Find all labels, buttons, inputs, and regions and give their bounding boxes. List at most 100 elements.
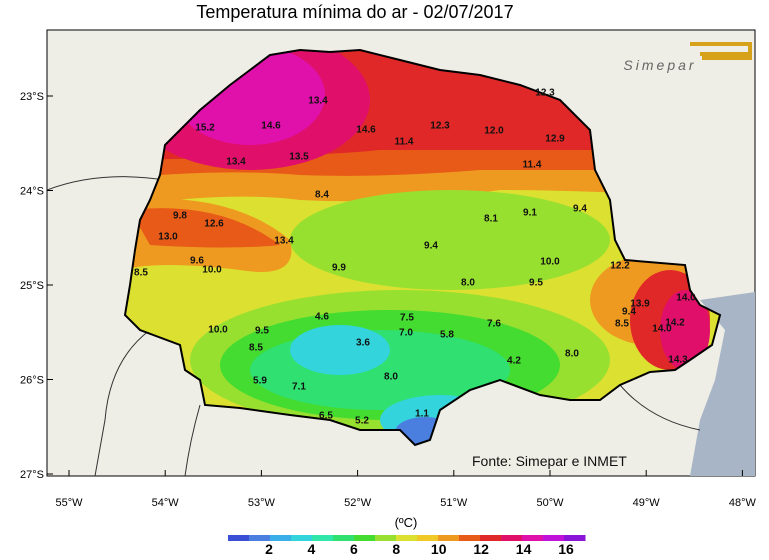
station-value: 13.4 <box>308 96 328 107</box>
station-value: 14.0 <box>676 293 696 304</box>
station-value: 9.5 <box>255 326 269 337</box>
colorbar-swatch <box>396 535 418 541</box>
station-value: 1.1 <box>415 409 429 420</box>
station-value: 3.6 <box>356 338 370 349</box>
colorbar-swatch <box>228 535 250 541</box>
colorbar-swatch <box>564 535 586 541</box>
lat-label: 26°S <box>20 375 44 387</box>
station-value: 12.3 <box>430 121 450 132</box>
colorbar-swatch <box>417 535 439 541</box>
lon-label: 55°W <box>55 497 83 509</box>
station-value: 8.0 <box>384 372 398 383</box>
colorbar-swatch <box>270 535 292 541</box>
colorbar-tick-label: 4 <box>308 541 316 555</box>
station-value: 9.4 <box>622 307 636 318</box>
colorbar-swatch <box>522 535 544 541</box>
station-value: 9.8 <box>173 211 187 222</box>
station-value: 13.4 <box>226 157 246 168</box>
station-value: 13.9 <box>630 299 650 310</box>
station-value: 9.6 <box>190 256 204 267</box>
station-value: 10.0 <box>202 265 222 276</box>
station-value: 12.6 <box>204 219 224 230</box>
station-value: 5.9 <box>253 376 267 387</box>
station-value: 7.1 <box>292 382 306 393</box>
station-value: 9.1 <box>523 208 537 219</box>
colorbar-swatch <box>438 535 460 541</box>
station-value: 14.6 <box>261 121 281 132</box>
logo: Simepar <box>623 42 752 73</box>
station-value: 12.9 <box>545 134 565 145</box>
station-value: 8.4 <box>315 190 329 201</box>
colorbar-swatch <box>459 535 481 541</box>
station-value: 8.5 <box>134 268 148 279</box>
colorbar-swatch <box>543 535 565 541</box>
station-value: 8.5 <box>615 319 629 330</box>
borders <box>47 176 701 476</box>
station-value: 14.6 <box>356 125 376 136</box>
station-value: 7.6 <box>487 319 501 330</box>
state-outline <box>123 48 722 447</box>
colorbar-tick-label: 14 <box>516 541 532 555</box>
station-value: 13.5 <box>289 152 309 163</box>
station-value: 7.0 <box>399 328 413 339</box>
colorbar-tick-label: 12 <box>473 541 489 555</box>
colorbar-tick-label: 16 <box>558 541 574 555</box>
station-value: 4.6 <box>315 312 329 323</box>
station-value: 5.8 <box>440 330 454 341</box>
station-value: 9.4 <box>573 204 587 215</box>
station-value: 13.0 <box>158 232 178 243</box>
station-value: 12.3 <box>535 88 555 99</box>
station-value: 8.0 <box>461 278 475 289</box>
ocean <box>690 292 755 476</box>
station-value: 4.2 <box>507 356 521 367</box>
station-value: 6.5 <box>319 411 333 422</box>
station-value: 14.2 <box>665 318 685 329</box>
lon-label: 48°W <box>729 497 757 509</box>
station-value: 9.5 <box>529 278 543 289</box>
colorbar-swatch <box>501 535 523 541</box>
colorbar-swatch <box>354 535 376 541</box>
station-value: 10.0 <box>540 257 560 268</box>
colorbar-swatch <box>249 535 271 541</box>
lon-label: 54°W <box>152 497 180 509</box>
station-value: 8.0 <box>565 349 579 360</box>
lat-label: 27°S <box>20 469 44 481</box>
station-value: 9.9 <box>332 263 346 274</box>
lat-label: 25°S <box>20 280 44 292</box>
colorbar-tick-label: 10 <box>431 541 447 555</box>
station-value: 9.4 <box>424 241 438 252</box>
colorbar-unit: (ºC) <box>395 515 418 530</box>
station-value: 10.0 <box>208 325 228 336</box>
lon-label: 53°W <box>248 497 276 509</box>
station-value: 11.4 <box>523 160 542 171</box>
source-note: Fonte: Simepar e INMET <box>472 453 627 469</box>
colorbar-swatch <box>480 535 502 541</box>
station-value: 5.2 <box>355 416 369 427</box>
station-value: 13.4 <box>274 236 294 247</box>
station-value: 14.0 <box>652 324 672 335</box>
station-value: 15.2 <box>195 123 215 134</box>
lon-label: 50°W <box>536 497 564 509</box>
station-value: 7.5 <box>400 313 414 324</box>
colorbar-swatch <box>375 535 397 541</box>
station-value: 12.2 <box>610 261 630 272</box>
lon-label: 52°W <box>344 497 372 509</box>
station-value: 8.5 <box>249 343 263 354</box>
lat-label: 23°S <box>20 91 44 103</box>
lat-label: 24°S <box>20 186 44 198</box>
station-value: 8.1 <box>484 214 498 225</box>
station-value: 11.4 <box>395 137 414 148</box>
map-title: Temperatura mínima do ar - 02/07/2017 <box>196 2 513 22</box>
station-value: 14.3 <box>668 355 688 366</box>
colorbar-tick-label: 6 <box>350 541 358 555</box>
colorbar-swatch <box>333 535 355 541</box>
colorbar-swatch <box>291 535 313 541</box>
colorbar-tick-label: 2 <box>265 541 273 555</box>
station-value: 12.0 <box>484 126 504 137</box>
colorbar-swatch <box>312 535 334 541</box>
colorbar-tick-label: 8 <box>392 541 400 555</box>
logo-text: Simepar <box>623 57 696 73</box>
lon-label: 51°W <box>440 497 468 509</box>
lon-label: 49°W <box>633 497 661 509</box>
